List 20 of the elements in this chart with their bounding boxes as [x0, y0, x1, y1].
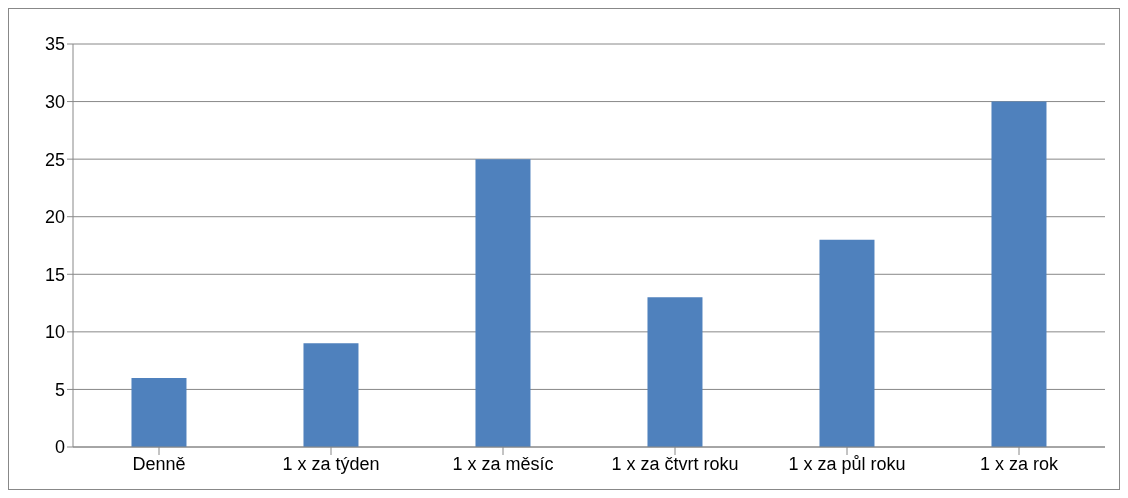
- x-tick-label: Denně: [132, 453, 186, 474]
- x-tick-label: 1 x za čtvrt roku: [611, 453, 739, 474]
- x-tick-label: 1 x za rok: [979, 453, 1060, 474]
- x-tick-label: 1 x za týden: [282, 453, 380, 474]
- y-tick-label: 20: [44, 207, 65, 228]
- y-tick-label: 5: [54, 379, 65, 400]
- y-tick-label: 15: [44, 264, 65, 285]
- bar: [475, 159, 531, 447]
- x-tick-label: 1 x za měsíc: [452, 453, 554, 474]
- bar: [131, 377, 187, 447]
- y-tick-label: 25: [44, 149, 65, 170]
- bar: [991, 101, 1047, 447]
- bar: [819, 239, 875, 447]
- bar: [303, 343, 359, 447]
- bar: [647, 297, 703, 447]
- y-tick-label: 30: [44, 91, 65, 112]
- y-tick-label: 0: [54, 437, 65, 458]
- y-tick-label: 35: [44, 34, 65, 55]
- y-tick-label: 10: [44, 322, 65, 343]
- x-tick-label: 1 x za půl roku: [788, 453, 906, 474]
